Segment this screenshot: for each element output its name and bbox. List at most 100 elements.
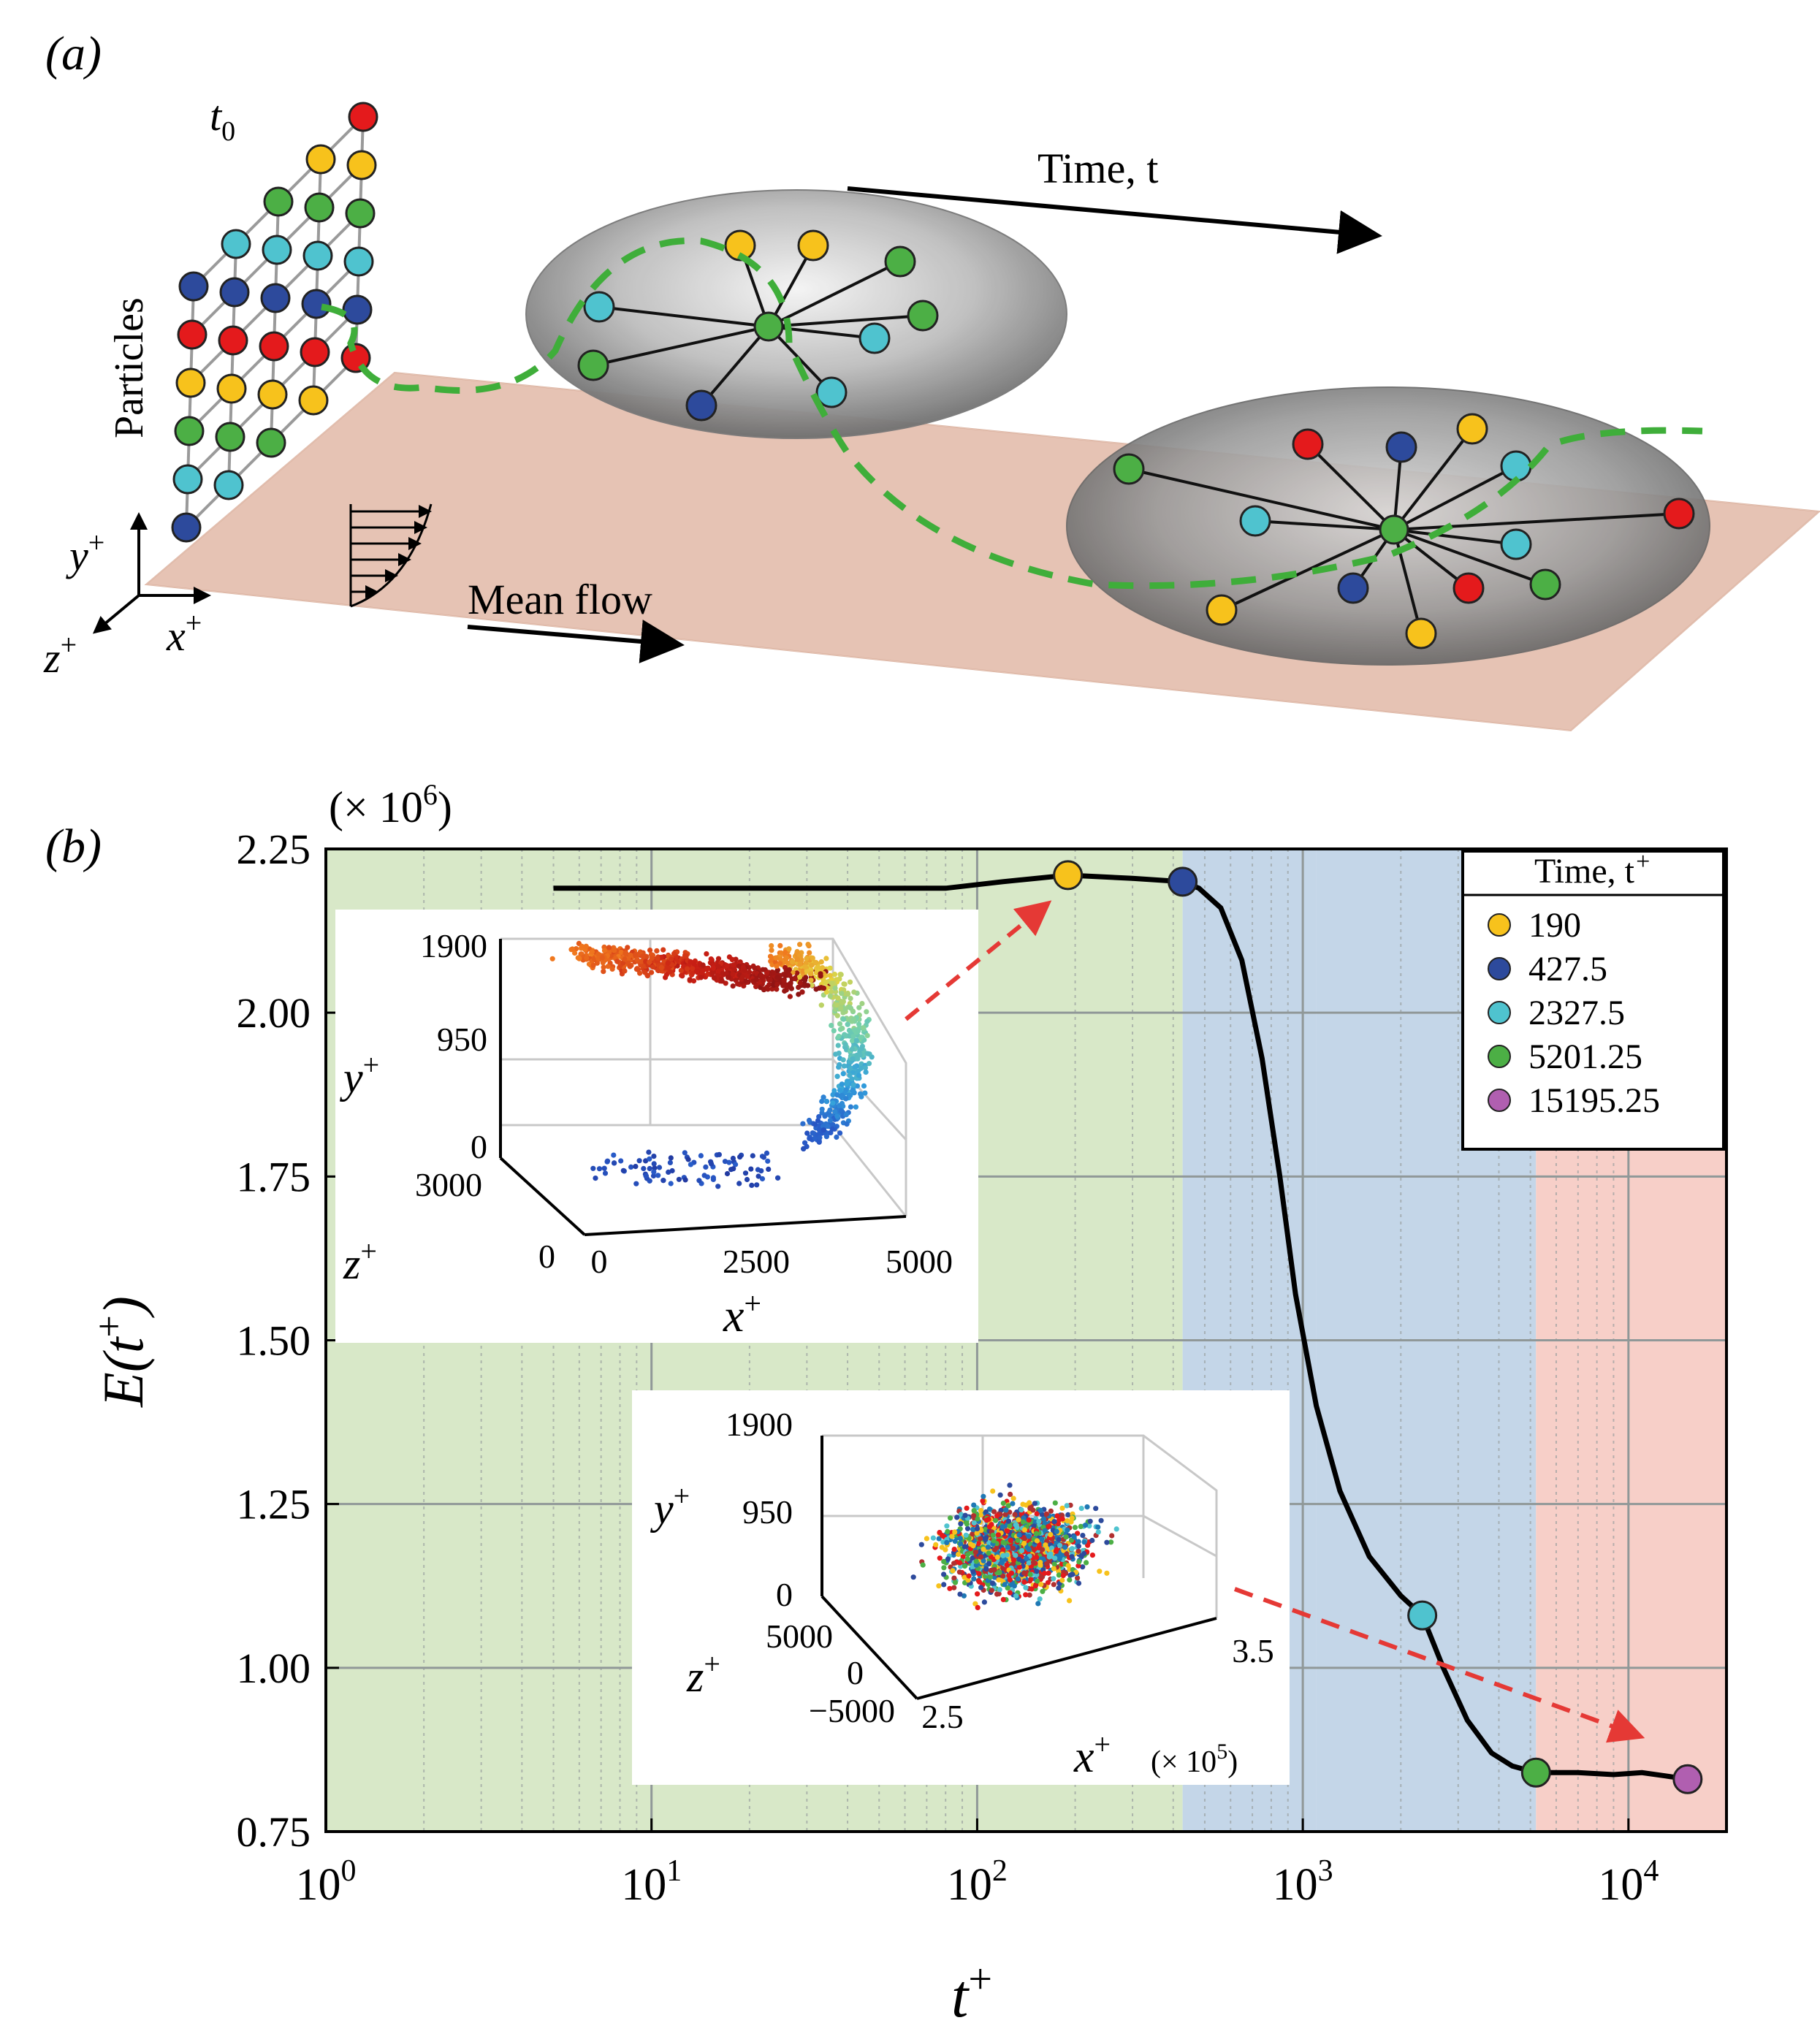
particle-star-2: [1113, 413, 1695, 649]
trajectory-dashed-line: [321, 237, 1703, 590]
inset-1-point: [637, 970, 643, 976]
inset-2-point: [947, 1585, 953, 1591]
inset-2-point: [978, 1508, 984, 1514]
inset-2-point: [1018, 1547, 1025, 1553]
inset-1-point: [650, 964, 656, 970]
star-particle: [1405, 617, 1437, 649]
inset-2-ytick: 950: [742, 1493, 793, 1531]
inset-2-point: [1052, 1500, 1058, 1506]
lattice-particle: [256, 427, 286, 458]
inset-1-point: [739, 974, 746, 980]
inset-1-point: [855, 1056, 861, 1062]
legend-label: 2327.5: [1528, 994, 1625, 1032]
inset-1-point: [733, 1162, 739, 1167]
inset-1-point: [783, 955, 790, 961]
lattice-particle: [262, 235, 292, 265]
inset-2-point: [991, 1547, 998, 1553]
inset-1-point: [682, 1150, 688, 1156]
inset-2-point: [945, 1556, 951, 1562]
inset-1-point: [748, 1166, 754, 1172]
lattice-particle: [300, 337, 330, 367]
inset-1-point: [848, 1065, 853, 1071]
inset-1-point: [797, 961, 803, 967]
inset-1-point: [828, 989, 834, 995]
inset-1-point: [665, 960, 671, 966]
inset-2-point: [986, 1540, 991, 1546]
inset-2-point: [958, 1541, 964, 1547]
inset-2-point: [975, 1516, 981, 1522]
inset-2-point: [1000, 1596, 1006, 1602]
inset-1-point: [715, 964, 721, 969]
inset-1-point: [668, 1155, 674, 1161]
inset-1-point: [722, 1159, 728, 1165]
inset-2-point: [1048, 1531, 1054, 1538]
inset-1-point: [708, 956, 714, 962]
inset-1-point: [807, 950, 812, 956]
lattice-particle: [305, 144, 336, 175]
inset-2-point: [986, 1550, 991, 1556]
inset-2-point: [966, 1573, 972, 1579]
inset-1-point: [860, 1025, 867, 1031]
inset-2-point: [1021, 1541, 1027, 1547]
curve-marker-blue: [1168, 866, 1198, 897]
inset-1-point: [808, 978, 814, 983]
inset-1-point: [710, 1176, 717, 1182]
inset-2-point: [978, 1512, 983, 1518]
inset-1-point: [682, 1177, 688, 1183]
inset-1-point: [866, 1061, 872, 1067]
inset-2-point: [1016, 1532, 1022, 1538]
inset-2-point: [1056, 1585, 1062, 1591]
inset-1-point: [742, 978, 748, 984]
inset-2-point: [948, 1515, 953, 1521]
star-particle: [583, 291, 615, 323]
lattice-particle: [263, 186, 294, 217]
inset-1-point: [823, 980, 829, 986]
inset-1-point: [835, 995, 841, 1001]
inset-2-point: [1048, 1508, 1054, 1514]
inset-1-ytick: 0: [471, 1128, 487, 1165]
inset-2-point: [1060, 1572, 1066, 1579]
inset-2-point: [995, 1532, 1001, 1538]
inset-1-point: [846, 1027, 853, 1033]
inset-2-point: [970, 1569, 976, 1574]
inset-1-point: [794, 956, 800, 962]
inset-1-xtick: 2500: [723, 1243, 790, 1280]
inset-2-point: [990, 1532, 996, 1538]
inset-2-point: [957, 1560, 963, 1566]
inset-1-point: [818, 971, 823, 977]
inset-1-point: [830, 1100, 836, 1106]
inset-2-point: [944, 1539, 950, 1545]
inset-1-point: [800, 1121, 806, 1127]
inset-1-point: [647, 1156, 652, 1162]
inset-1-y-label: y+: [339, 1048, 379, 1102]
inset-1-point: [688, 959, 693, 964]
inset-2-point: [976, 1579, 983, 1585]
inset-2-point: [1010, 1557, 1017, 1563]
inset-2-point: [1007, 1482, 1013, 1488]
inset-1-point: [600, 960, 606, 966]
inset-2-point: [956, 1569, 962, 1575]
inset-2-point: [1075, 1563, 1081, 1569]
inset-2-point: [1000, 1573, 1006, 1579]
inset-1-point: [810, 955, 815, 961]
inset-1-xtick: 0: [591, 1243, 608, 1280]
inset-1-point: [576, 956, 582, 961]
inset-1-point: [589, 949, 595, 955]
inset-2-point: [1059, 1505, 1065, 1511]
inset-2-ztick: 0: [847, 1654, 864, 1691]
inset-1-point: [847, 1073, 853, 1078]
inset-2-point: [952, 1539, 958, 1544]
inset-1-point: [786, 946, 792, 952]
inset-2-point: [951, 1547, 957, 1553]
inset-1-point: [620, 1167, 626, 1173]
inset-2-point: [981, 1493, 986, 1499]
inset-1-point: [772, 959, 778, 965]
inset-1-ytick: 1900: [420, 927, 487, 964]
inset-1-point: [716, 1151, 723, 1157]
inset-2-point: [1000, 1501, 1006, 1506]
inset-2-point: [967, 1541, 973, 1547]
y-axis-label: E(t+): [87, 1296, 155, 1408]
inset-2-point: [924, 1536, 929, 1542]
inset-2-point: [983, 1566, 989, 1572]
inset-2-point: [1026, 1560, 1032, 1566]
